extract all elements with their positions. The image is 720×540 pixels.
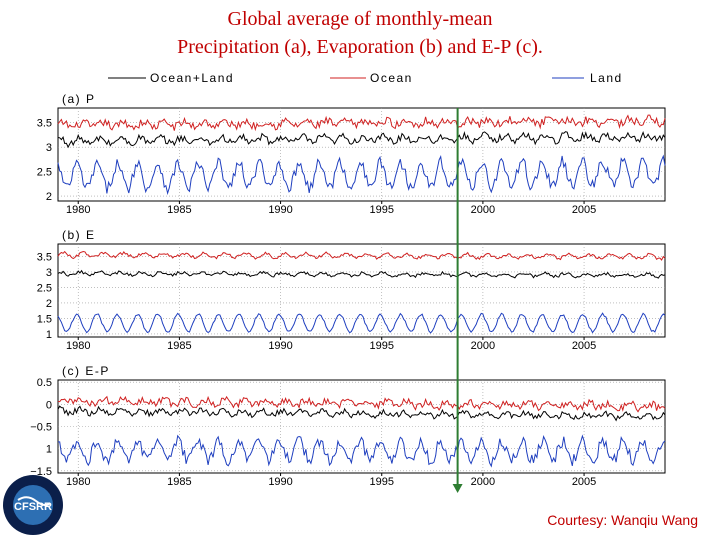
cfsrr-logo: CFSRR [3, 475, 63, 535]
panel-2-x-tick-2: 1990 [268, 476, 292, 488]
panel-0-x-tick-2: 1990 [268, 204, 292, 216]
legend-label-1: Ocean [370, 71, 413, 85]
panel-1-series-land [57, 312, 666, 334]
panel-1-y-tick-1: 3 [46, 267, 52, 279]
logo-swoosh [17, 496, 51, 507]
panel-0-title: (a) P [62, 92, 96, 106]
marker-arrowhead [452, 484, 463, 493]
panel-0-y-tick-1: 3 [46, 142, 52, 154]
panel-1-title: (b) E [62, 228, 96, 242]
panel-1-y-tick-4: 1.5 [37, 313, 52, 325]
panel-0-series-ocean [57, 114, 666, 132]
panel-0-y-tick-2: 2.5 [37, 167, 52, 179]
panel-2-y-tick-4: −1.5 [30, 466, 52, 478]
panel-1-series-ocean-land [57, 269, 666, 279]
title-line-1: Global average of monthly-mean [227, 8, 493, 30]
panel-0-x-tick-0: 1980 [66, 204, 90, 216]
panel-1-x-tick-0: 1980 [66, 340, 90, 352]
logo-text: CFSRR [14, 501, 52, 513]
panel-2-y-tick-0: 0.5 [37, 377, 52, 389]
panel-0-series-land [57, 154, 666, 196]
panel-2-series-ocean-land [57, 405, 666, 422]
legend-label-0: Ocean+Land [150, 71, 234, 85]
panel-2-x-tick-1: 1985 [167, 476, 191, 488]
logo-globe [13, 485, 53, 525]
panel-1-y-tick-3: 2 [46, 298, 52, 310]
panel-0-x-tick-5: 2005 [572, 204, 596, 216]
panel-2-y-tick-2: −0.5 [30, 422, 52, 434]
panel-1-x-tick-1: 1985 [167, 340, 191, 352]
panel-1-x-tick-4: 2000 [471, 340, 495, 352]
panel-1-y-tick-2: 2.5 [37, 282, 52, 294]
title-line-2: Precipitation (a), Evaporation (b) and E… [177, 36, 543, 58]
panel-0-x-tick-1: 1985 [167, 204, 191, 216]
panel-frame-0 [57, 107, 666, 202]
panel-2-series-land [58, 434, 666, 468]
panel-2-series-ocean [57, 395, 666, 413]
panel-2-y-tick-3: 1 [46, 444, 52, 456]
panel-1-x-tick-3: 1995 [369, 340, 393, 352]
panel-frame-1 [57, 243, 666, 338]
panel-2-title: (c) E-P [62, 364, 110, 378]
panel-2-x-tick-3: 1995 [369, 476, 393, 488]
legend-label-2: Land [590, 71, 623, 85]
panel-1-y-tick-5: 1 [46, 329, 52, 341]
panel-1-y-tick-0: 3.5 [37, 251, 52, 263]
panel-0-x-tick-3: 1995 [369, 204, 393, 216]
credit-text: Courtesy: Wanqiu Wang [547, 512, 698, 528]
panel-0-y-tick-3: 2 [46, 191, 52, 203]
panel-1-series-ocean [57, 250, 666, 261]
panel-2-y-tick-1: 0 [46, 399, 52, 411]
panel-2-x-tick-4: 2000 [471, 476, 495, 488]
panel-1-x-tick-2: 1990 [268, 340, 292, 352]
panel-0-y-tick-0: 3.5 [37, 118, 52, 130]
panel-0-series-ocean-land [57, 130, 666, 149]
panel-2-x-tick-5: 2005 [572, 476, 596, 488]
panel-1-x-tick-5: 2005 [572, 340, 596, 352]
panel-2-x-tick-0: 1980 [66, 476, 90, 488]
panel-0-x-tick-4: 2000 [471, 204, 495, 216]
